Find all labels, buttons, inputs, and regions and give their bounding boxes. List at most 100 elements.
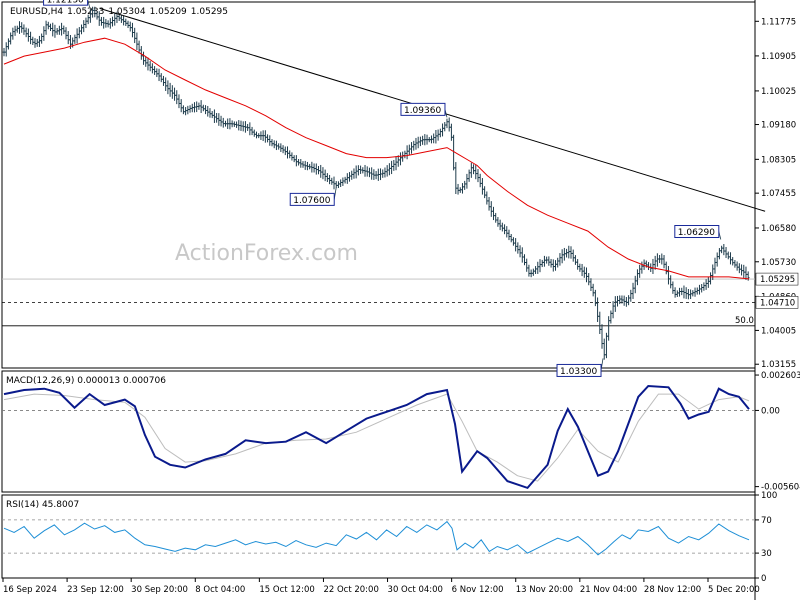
price-y-tick-label: 1.11775 <box>761 17 796 27</box>
price-bar <box>281 145 285 154</box>
price-bar <box>46 21 50 30</box>
price-bar <box>35 38 39 47</box>
price-bar <box>128 21 132 32</box>
price-bar <box>162 75 165 86</box>
price-y-tick-label: 1.10025 <box>761 87 796 97</box>
price-bar <box>507 229 511 241</box>
price-bar <box>58 25 61 35</box>
price-bar <box>684 287 688 299</box>
price-bar <box>363 164 367 177</box>
price-bar <box>24 27 28 38</box>
price-bar <box>738 263 741 274</box>
price-bar <box>571 249 575 262</box>
price-bar <box>454 162 458 195</box>
price-bar <box>308 163 311 170</box>
price-bar <box>551 259 555 272</box>
price-bar <box>532 268 535 276</box>
price-bar <box>151 63 154 74</box>
price-bar <box>255 131 258 139</box>
price-bar <box>412 140 416 151</box>
macd-y-tick-label: 0.002603 <box>761 371 800 381</box>
price-bar <box>385 165 389 177</box>
price-bar <box>226 118 230 129</box>
price-bar <box>2 47 6 57</box>
x-tick-label: 23 Sep 12:00 <box>67 585 124 595</box>
price-bar <box>188 105 192 113</box>
price-bar <box>600 324 604 349</box>
price-bar <box>405 145 409 160</box>
price-bar <box>272 140 276 149</box>
price-bar <box>525 258 529 272</box>
price-bar <box>664 261 668 275</box>
price-bar <box>403 150 407 159</box>
price-bar <box>319 164 323 178</box>
price-bar <box>13 25 17 36</box>
price-bar <box>332 176 336 190</box>
price-bar <box>585 267 588 283</box>
price-bar <box>726 251 730 260</box>
price-bar <box>414 137 418 150</box>
price-bar <box>78 27 81 39</box>
price-bar <box>177 94 181 109</box>
price-bar <box>658 254 661 263</box>
price-bar <box>372 169 376 180</box>
price-bar <box>419 136 422 147</box>
price-bar <box>334 181 338 189</box>
macd-panel: MACD(12,26,9) 0.000013 0.000706 0.002603… <box>2 371 800 493</box>
price-annotation: 1.12130 <box>43 0 90 8</box>
price-bar <box>277 143 280 150</box>
price-bar <box>465 173 469 189</box>
annotation-text: 1.07600 <box>293 196 330 206</box>
price-bar <box>182 105 185 115</box>
price-bar <box>678 287 681 297</box>
price-bar <box>295 155 298 167</box>
x-tick-label: 16 Sep 2024 <box>3 585 57 595</box>
price-bar <box>321 167 325 180</box>
price-bar <box>266 134 269 143</box>
rsi-y-tick-label: 0 <box>761 574 766 584</box>
price-bar <box>427 137 431 143</box>
macd-frame <box>1 370 756 493</box>
price-bar <box>556 257 560 268</box>
price-bar <box>9 32 12 45</box>
price-y-ticks: 1.11775 1.10905 1.10025 1.09180 1.08305 1.074… <box>755 17 796 370</box>
price-bar <box>439 128 442 138</box>
price-bar <box>569 246 573 259</box>
price-bar <box>445 118 449 129</box>
price-bar <box>702 282 706 291</box>
price-bar <box>567 245 571 259</box>
price-bar <box>565 248 568 258</box>
moving-average-line <box>3 37 750 280</box>
current-price-label-box <box>755 272 799 286</box>
price-bar <box>219 115 223 127</box>
price-bar <box>514 238 517 252</box>
annotation-text: 1.06290 <box>678 228 715 238</box>
price-bar <box>576 259 579 270</box>
price-bar <box>131 22 134 38</box>
price-bar <box>636 269 639 286</box>
price-bar <box>252 129 256 137</box>
price-y-tick-label: 1.03155 <box>761 360 796 370</box>
price-bar <box>102 16 105 29</box>
price-bar <box>64 27 68 40</box>
price-bar <box>547 256 551 266</box>
price-bar <box>505 226 509 238</box>
price-bar <box>478 173 482 188</box>
price-bar <box>290 152 294 161</box>
x-tick-label: 8 Oct 04:00 <box>195 585 245 595</box>
price-bar <box>31 36 35 45</box>
price-bar <box>481 178 484 195</box>
price-bar <box>66 31 70 45</box>
price-bar <box>193 102 196 113</box>
price-symbol: EURUSD,H4 <box>10 7 63 17</box>
price-bar <box>441 123 444 137</box>
price-bar <box>323 169 327 182</box>
price-bar <box>186 105 190 115</box>
price-annotation: 1.06290 <box>674 225 722 240</box>
price-bar <box>602 338 606 360</box>
annotation-box <box>43 0 89 6</box>
price-bar <box>144 56 148 67</box>
price-bar <box>578 263 582 272</box>
price-annotation: 1.09360 <box>400 102 448 118</box>
